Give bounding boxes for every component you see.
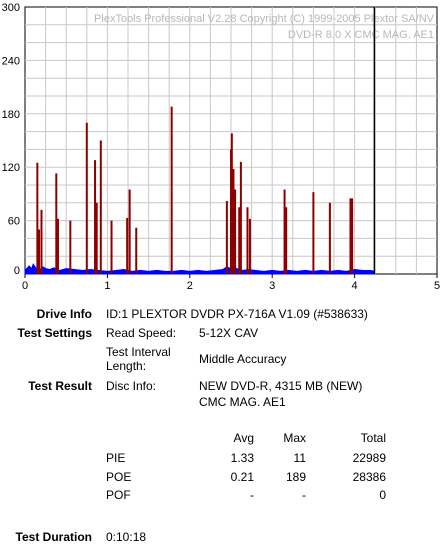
x-axis-ticks: 0 1 2 3 4 5 xyxy=(22,274,440,292)
stats-row-max: 11 xyxy=(293,451,306,465)
y-tick-label: 300 xyxy=(2,2,20,14)
drive-info-label: Drive Info xyxy=(36,307,92,321)
read-speed-value: 5-12X CAV xyxy=(199,326,259,340)
stats-row-max: 189 xyxy=(285,470,306,484)
stats-row-avg: 1.33 xyxy=(230,451,254,465)
error-chart: PlexTools Professional V2.28 Copyright (… xyxy=(2,2,440,292)
stats-row-total: 0 xyxy=(379,488,386,502)
stats-row-max: - xyxy=(302,488,306,502)
y-tick-label: 240 xyxy=(2,55,20,67)
x-tick-label: 4 xyxy=(352,280,358,292)
stats-row-total: 28386 xyxy=(352,470,386,484)
stats-header-total: Total xyxy=(360,431,386,445)
test-settings-label: Test Settings xyxy=(17,326,92,340)
y-tick-label: 60 xyxy=(8,216,20,228)
chart-watermark-line2: DVD-R 8.0 X CMC MAG. AE1 xyxy=(288,29,434,41)
x-tick-label: 1 xyxy=(104,280,110,292)
test-duration-label: Test Duration xyxy=(15,530,92,544)
stats-row-total: 22989 xyxy=(352,451,386,465)
stats-header-max: Max xyxy=(283,431,306,445)
test-interval-value: Middle Accuracy xyxy=(199,352,287,366)
y-tick-label: 0 xyxy=(14,265,20,277)
stats-row-name: PIE xyxy=(106,451,126,465)
test-interval-label-line2: Length: xyxy=(106,359,147,373)
drive-info-value: ID:1 PLEXTOR DVDR PX-716A V1.09 (#538633… xyxy=(106,307,368,321)
x-tick-label: 2 xyxy=(187,280,193,292)
x-tick-label: 5 xyxy=(434,280,440,292)
disc-info-line1: NEW DVD-R, 4315 MB (NEW) xyxy=(199,379,363,393)
test-interval-label-line1: Test Interval xyxy=(106,345,171,359)
x-tick-label: 0 xyxy=(22,280,28,292)
y-tick-label: 180 xyxy=(2,109,20,121)
stats-row-name: POF xyxy=(106,488,131,502)
stats-row-avg: - xyxy=(250,488,254,502)
x-tick-label: 3 xyxy=(269,280,275,292)
y-tick-label: 120 xyxy=(2,162,20,174)
stats-row-name: POE xyxy=(106,470,132,484)
test-duration-value: 0:10:18 xyxy=(106,530,147,544)
stats-header-avg: Avg xyxy=(233,431,254,445)
poe-series xyxy=(36,106,354,274)
y-axis-ticks: 0 60 120 180 240 300 xyxy=(2,2,20,277)
test-interval-label: Test Interval Length: xyxy=(106,345,171,373)
chart-watermark-line1: PlexTools Professional V2.28 Copyright (… xyxy=(94,13,435,25)
read-speed-label: Read Speed: xyxy=(106,326,177,340)
stats-row-avg: 0.21 xyxy=(230,470,254,484)
disc-info-line2: CMC MAG. AE1 xyxy=(199,395,286,409)
disc-info-label: Disc Info: xyxy=(106,379,157,393)
test-result-label: Test Result xyxy=(28,379,92,393)
